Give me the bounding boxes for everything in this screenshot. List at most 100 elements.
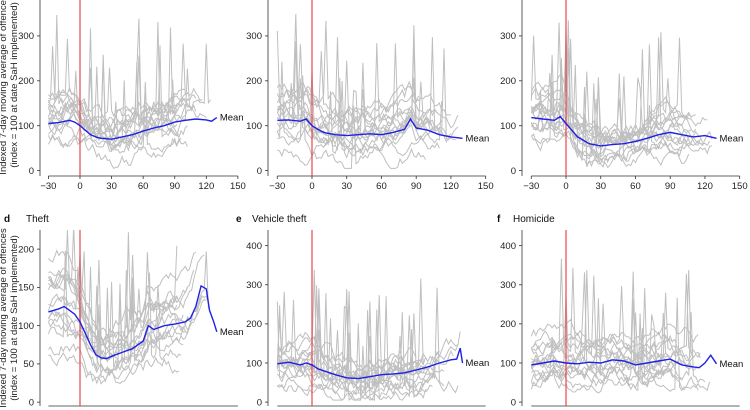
city-series-line [530,298,694,383]
city-series-line [47,251,203,374]
panels: 0 100 200 300 −30 0 30 60 90 120 150 Mean 0 100 200 300… [4,0,748,408]
y-tick-label: 0 [29,397,34,408]
ylabel-top-line2: (index = 100 at date SaH implemented) [9,2,20,168]
city-series-line [48,285,184,357]
city-series-line [530,72,708,147]
ylabel-row-bottom: Indexed 7-day moving average of offences… [0,228,20,408]
y-tick-label: 200 [500,319,516,330]
city-series-line [276,20,419,118]
x-tick-label: 150 [478,181,494,192]
city-series-line [531,288,687,373]
plot-area [276,0,463,176]
city-series-line [277,83,456,144]
x-tick-label: 0 [563,181,568,192]
y-tick-label: 100 [18,121,34,132]
city-series-line [530,297,711,393]
mean-series-line [531,115,717,147]
ylabel-row-top: Indexed 7-day moving average of offences… [0,0,20,175]
plot-area [47,0,218,176]
x-tick-label: 90 [665,181,676,192]
ylabel-top-line1: Indexed 7-day moving average of offences [0,0,9,175]
mean-series-label: Mean [466,133,490,144]
city-series-line [530,54,712,163]
x-tick-label: 60 [138,181,149,192]
city-series-line [530,48,711,169]
y-tick-label: 100 [18,321,34,332]
y-tick-label: 300 [246,31,262,42]
y-tick-label: 200 [18,244,34,255]
city-series-line [277,299,461,385]
city-series-line [277,42,419,151]
city-series-line [47,266,207,361]
y-tick-label: 100 [246,121,262,132]
city-series-line [530,258,692,364]
city-series-line [530,338,699,394]
y-tick-label: 0 [511,397,516,408]
y-tick-label: 0 [511,166,516,177]
city-series-line [48,252,205,345]
y-tick-label: 200 [18,76,34,87]
y-tick-label: 400 [246,241,262,252]
x-tick-label: 0 [309,181,314,192]
mean-series-line [531,353,718,369]
mean-series-line [48,284,218,360]
y-tick-label: 300 [500,280,516,291]
mean-series-label: Mean [220,113,244,124]
mean-series-line [277,117,463,139]
panel-6: f Homicide 0 100 200 300 400 Mean [497,214,743,408]
x-tick-label: −30 [523,181,539,192]
mean-series-label: Mean [466,358,490,369]
panel-title: Homicide [513,214,555,225]
x-tick-label: 90 [169,181,180,192]
plot-area [530,0,717,176]
city-series-line [47,134,188,170]
city-series-line [48,249,197,341]
x-tick-label: 150 [230,181,246,192]
x-tick-label: 30 [106,181,117,192]
panel-3: 0 100 200 300 −30 0 30 60 90 120 150 Mean [500,0,748,192]
city-series-line [48,351,180,385]
panel-4: d Theft 0 50 100 150 200 Mean [4,214,244,408]
panel-letter: d [4,214,10,225]
x-tick-label: 60 [630,181,641,192]
mean-series-line [277,347,464,380]
city-series-line [48,230,178,350]
x-tick-label: 120 [697,181,713,192]
city-series-line [277,309,433,401]
mean-series-label: Mean [720,133,744,144]
y-tick-label: 400 [500,241,516,252]
city-series-line [276,77,459,133]
y-tick-label: 100 [500,358,516,369]
city-series-line [47,250,184,380]
y-tick-label: 200 [500,76,516,87]
panel-letter: f [497,214,501,225]
city-series-line [48,108,207,151]
city-series-line [277,43,429,138]
y-tick-label: 0 [257,397,262,408]
city-series-line [47,281,186,368]
y-tick-label: 150 [18,283,34,294]
ylabel-bottom-line2: (index = 100 at date SaH implemented) [9,235,20,401]
city-series-line [530,318,699,348]
mean-series-line [48,117,218,140]
city-series-line [48,272,182,385]
y-tick-label: 300 [246,280,262,291]
panel-2: 0 100 200 300 −30 0 30 60 90 120 150 Mean [246,0,494,192]
city-series-line [530,342,699,372]
ylabel-bottom-line1: Indexed 7-day moving average of offences [0,228,9,408]
city-series-line [530,22,696,148]
city-series-line [48,43,188,134]
city-series-line [277,337,459,389]
x-tick-label: 60 [376,181,387,192]
mean-series-label: Mean [220,327,244,338]
y-tick-label: 0 [29,166,34,177]
city-series-line [277,75,426,158]
x-tick-label: 90 [411,181,422,192]
panel-title: Theft [26,214,49,225]
y-tick-label: 100 [246,358,262,369]
city-series-line [47,62,178,147]
y-tick-label: 300 [18,31,34,42]
y-tick-label: 50 [23,359,34,370]
city-series-line [277,296,459,401]
